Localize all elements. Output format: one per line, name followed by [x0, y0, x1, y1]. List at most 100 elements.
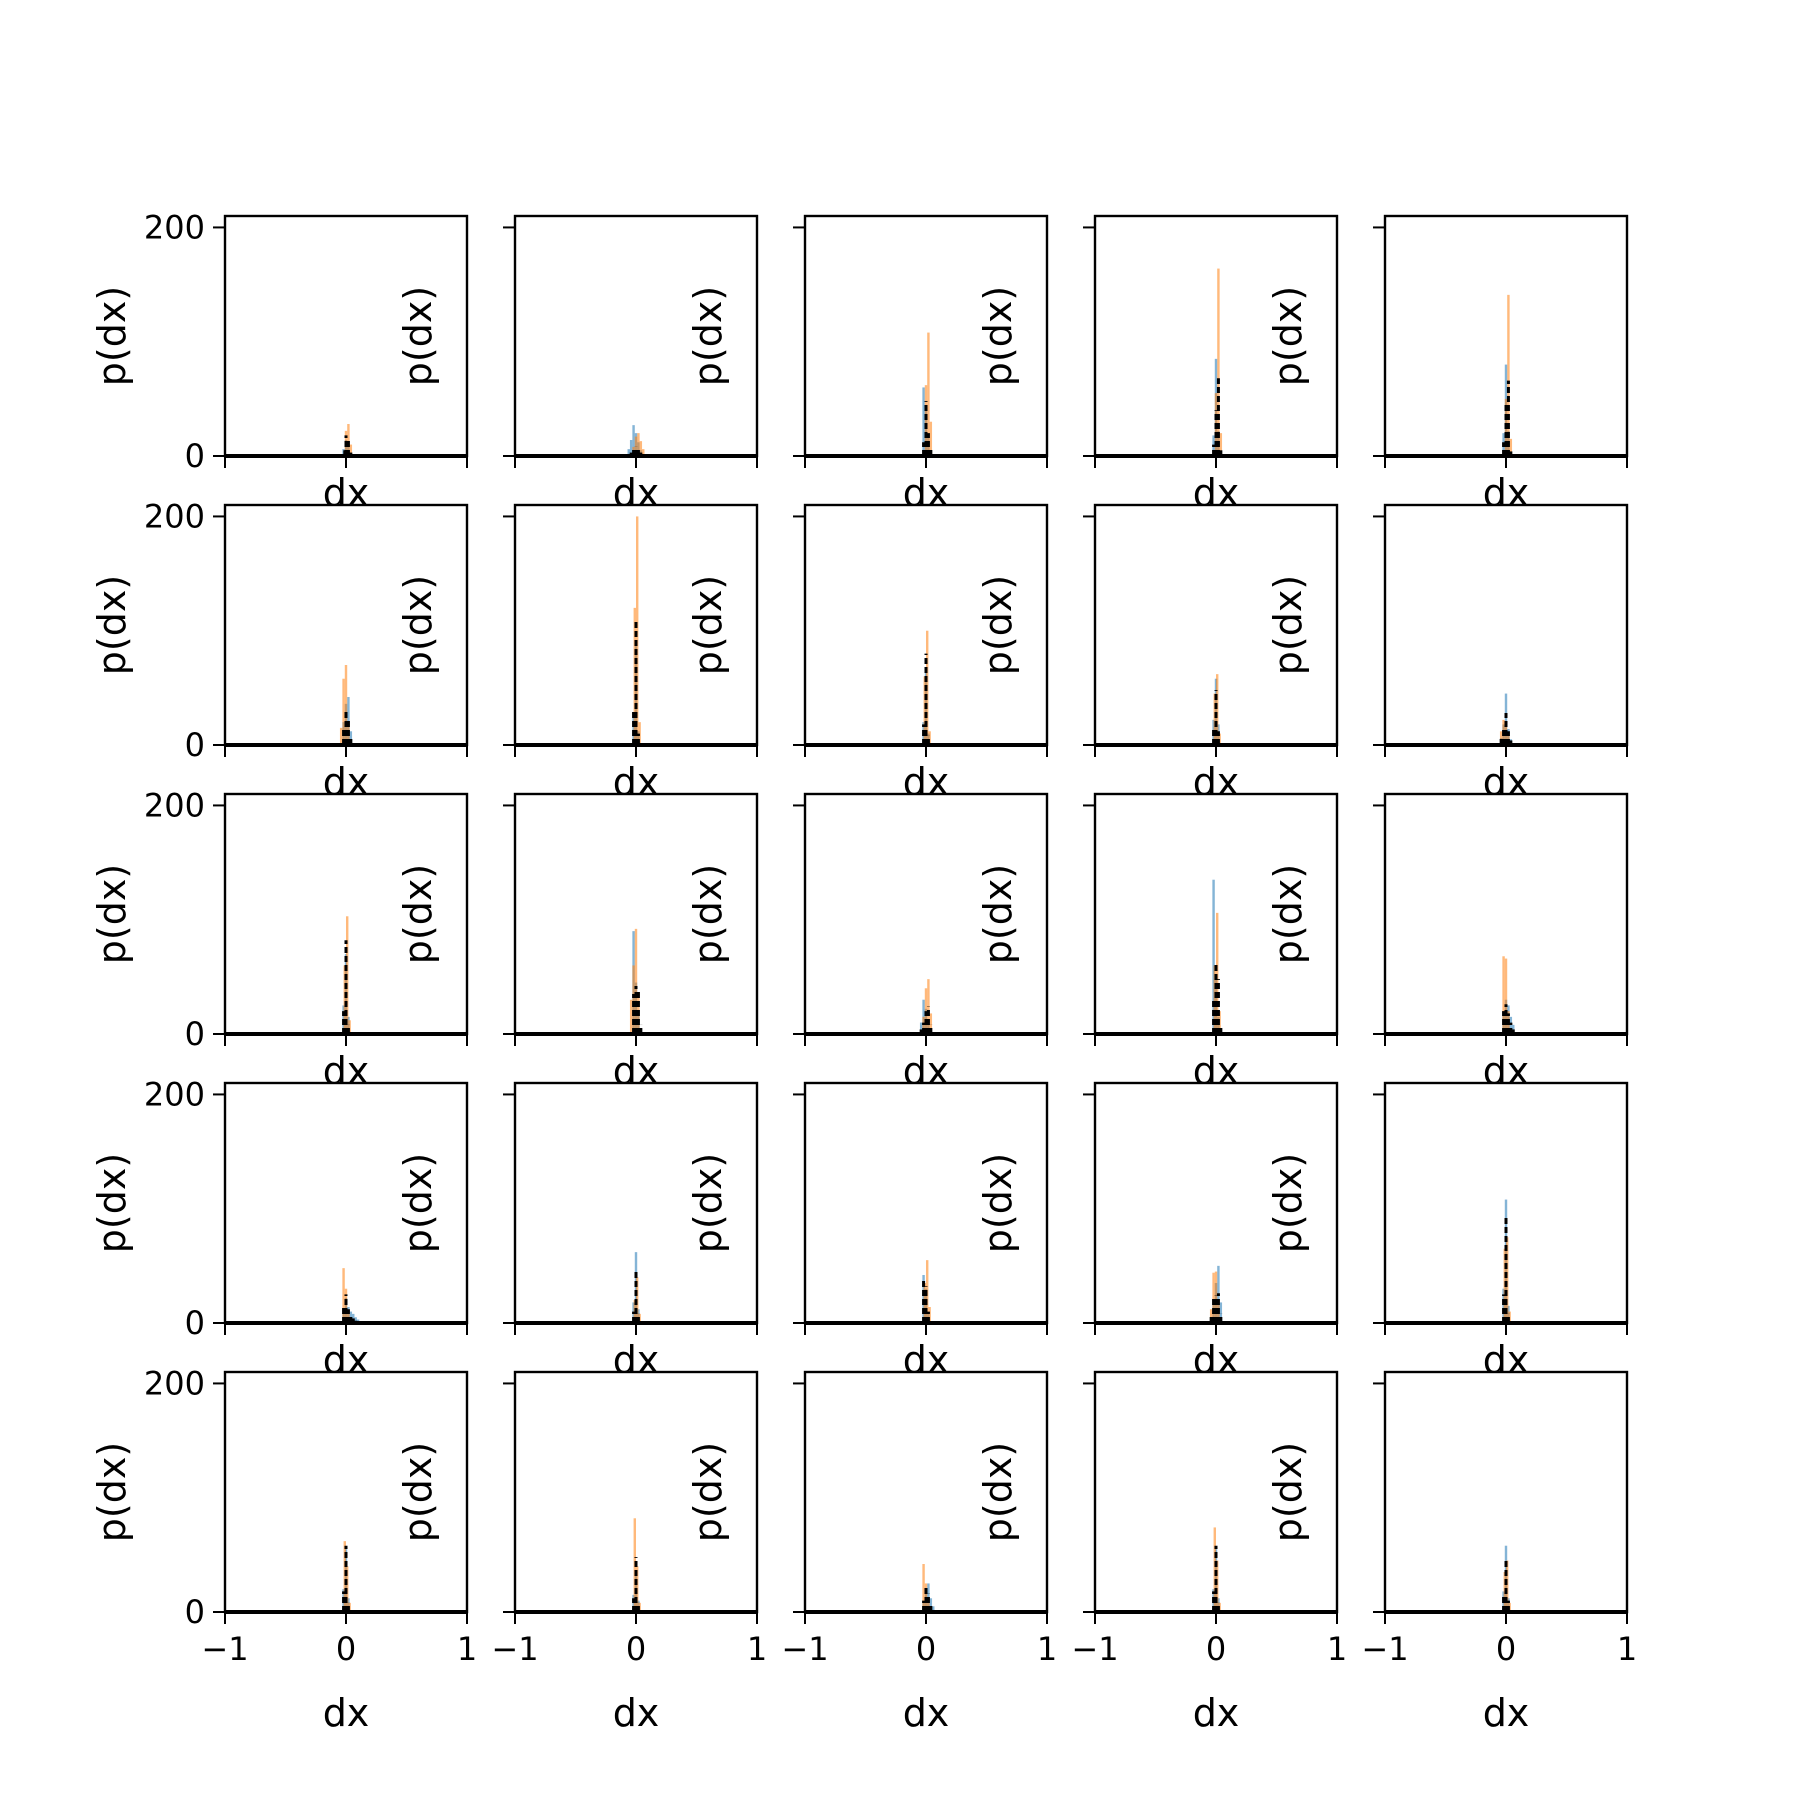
- y-tick-label: 0: [185, 437, 205, 475]
- histogram-bar: [354, 1317, 357, 1323]
- plot-area: [805, 1372, 1047, 1612]
- y-axis-label: p(dx): [1266, 286, 1310, 386]
- histogram-bar: [349, 731, 353, 745]
- subplot-panel: −1 0 1 dx p(dx): [686, 1370, 1057, 1735]
- histogram-bar: [629, 440, 633, 456]
- y-axis-label: p(dx): [90, 286, 134, 386]
- y-axis-label: p(dx): [976, 864, 1020, 964]
- histogram-bar: [639, 441, 643, 456]
- histogram-bar: [1504, 693, 1508, 745]
- subplot-panel: dxp(dx): [976, 1081, 1339, 1382]
- histogram-bar: [1209, 1309, 1213, 1323]
- y-tick-label: 0: [185, 1304, 205, 1342]
- y-axis-label: p(dx): [396, 1153, 440, 1253]
- y-axis-label: p(dx): [90, 1442, 134, 1542]
- x-axis-label: dx: [323, 1691, 370, 1735]
- histogram-bar: [632, 965, 635, 1034]
- subplot-panel: −1 0 1 dx p(dx): [396, 1370, 767, 1735]
- y-axis-label: p(dx): [686, 1442, 730, 1542]
- histogram-bar: [634, 928, 638, 1034]
- histogram-bar: [923, 676, 926, 745]
- plot-area: [225, 216, 467, 456]
- histogram-bar: [924, 385, 928, 456]
- y-tick-label: 0: [185, 1593, 205, 1631]
- x-tick-label: 0: [1206, 1630, 1226, 1668]
- subplot-panel: dxp(dx): [1266, 792, 1629, 1093]
- histogram-bar: [349, 444, 353, 456]
- y-axis-label: p(dx): [686, 1153, 730, 1253]
- y-axis-label: p(dx): [686, 575, 730, 675]
- histogram-bar: [1213, 1527, 1216, 1612]
- histogram-bar: [919, 1022, 923, 1034]
- y-axis-label: p(dx): [976, 1442, 1020, 1542]
- histogram-bar: [348, 1020, 351, 1034]
- histogram-bar: [1219, 433, 1223, 456]
- subplot-panel: dxp(dx): [1266, 214, 1629, 515]
- y-axis-label: p(dx): [396, 575, 440, 675]
- y-axis-label: p(dx): [90, 1153, 134, 1253]
- x-axis-label: dx: [1193, 1691, 1240, 1735]
- subplot-panel: dxp(dx): [976, 503, 1339, 804]
- x-tick-label: 1: [1327, 1630, 1347, 1668]
- histogram-bar: [632, 713, 635, 745]
- y-tick-label: 200: [144, 1075, 205, 1113]
- histogram-bar: [922, 1564, 925, 1612]
- histogram-bar: [627, 449, 630, 456]
- histogram-bar: [1213, 693, 1216, 745]
- subplot-panel: dxp(dx): [686, 214, 1049, 515]
- histogram-bar: [344, 665, 348, 745]
- histogram-bar: [929, 1013, 933, 1034]
- histogram-bar: [339, 727, 343, 745]
- y-tick-label: 200: [144, 1364, 205, 1402]
- x-tick-label: 1: [747, 1630, 767, 1668]
- histogram-bar: [928, 1307, 931, 1323]
- x-axis-label: dx: [613, 1691, 660, 1735]
- subplot-panel: dxp(dx): [686, 1081, 1049, 1382]
- histogram-bar: [1504, 958, 1508, 1034]
- histogram-bar: [343, 965, 346, 1034]
- histogram-bar: [1216, 1560, 1219, 1612]
- y-axis-label: p(dx): [90, 864, 134, 964]
- histogram-bar: [1212, 1272, 1215, 1323]
- subplot-panel: dxp(dx): [976, 792, 1339, 1093]
- histogram-bar: [1506, 1237, 1509, 1323]
- y-axis-label: p(dx): [1266, 575, 1310, 675]
- histogram-bar: [1214, 1271, 1218, 1323]
- series-b: [924, 332, 933, 456]
- histogram-bar: [929, 421, 933, 456]
- x-axis-label: dx: [1483, 1691, 1530, 1735]
- histogram-bar: [1213, 965, 1216, 1034]
- x-axis-label: dx: [903, 1691, 950, 1735]
- histogram-bar: [344, 1288, 348, 1323]
- y-tick-label: 200: [144, 786, 205, 824]
- x-tick-label: 0: [916, 1630, 936, 1668]
- histogram-bar: [1216, 912, 1219, 1034]
- subplot-panel: dxp(dx): [1266, 503, 1629, 804]
- y-axis-label: p(dx): [1266, 1153, 1310, 1253]
- subplot-grid: 0200dxp(dx)dxp(dx)dxp(dx)dxp(dx)dxp(dx)0…: [90, 208, 1637, 1735]
- histogram-bar: [1506, 1560, 1509, 1612]
- histogram-bar: [1217, 268, 1220, 456]
- x-tick-label: −1: [1071, 1630, 1118, 1668]
- y-axis-label: p(dx): [976, 1153, 1020, 1253]
- histogram-bar: [632, 425, 635, 456]
- y-tick-label: 200: [144, 208, 205, 246]
- histogram-bar: [927, 332, 930, 456]
- x-tick-label: −1: [1361, 1630, 1408, 1668]
- subplot-panel: dxp(dx): [1266, 1081, 1629, 1382]
- series-overlay: [1212, 690, 1220, 745]
- x-tick-label: −1: [491, 1630, 538, 1668]
- y-axis-label: p(dx): [686, 286, 730, 386]
- y-axis-label: p(dx): [976, 286, 1020, 386]
- x-tick-label: 0: [336, 1630, 356, 1668]
- histogram-bar: [932, 1606, 935, 1612]
- y-axis-label: p(dx): [396, 1442, 440, 1542]
- histogram-bar: [1507, 294, 1510, 456]
- y-tick-label: 0: [185, 726, 205, 764]
- y-tick-label: 200: [144, 497, 205, 535]
- histogram-bar: [347, 424, 350, 456]
